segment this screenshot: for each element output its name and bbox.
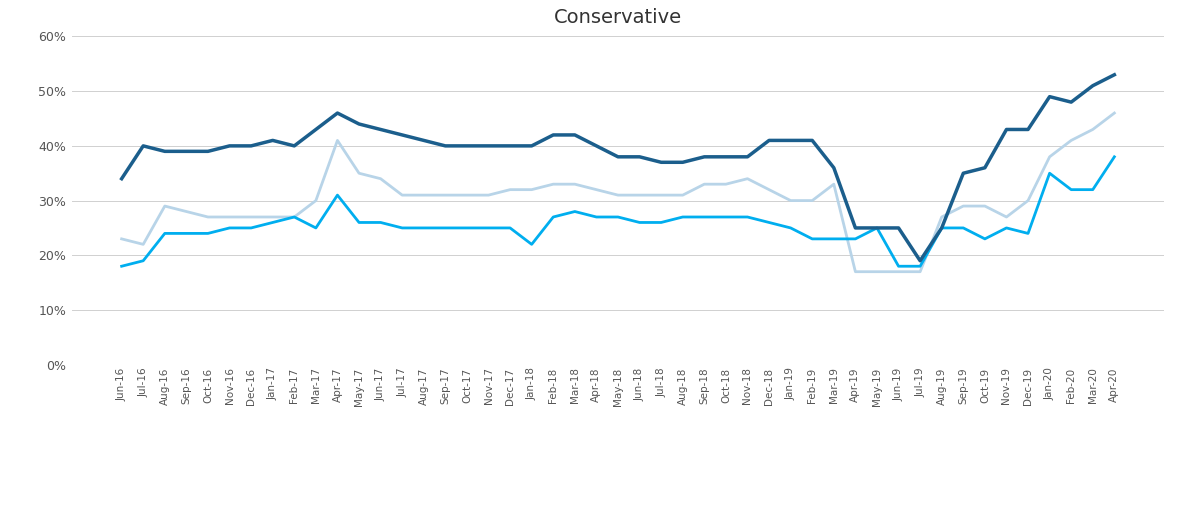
Title: Conservative: Conservative: [554, 8, 682, 27]
